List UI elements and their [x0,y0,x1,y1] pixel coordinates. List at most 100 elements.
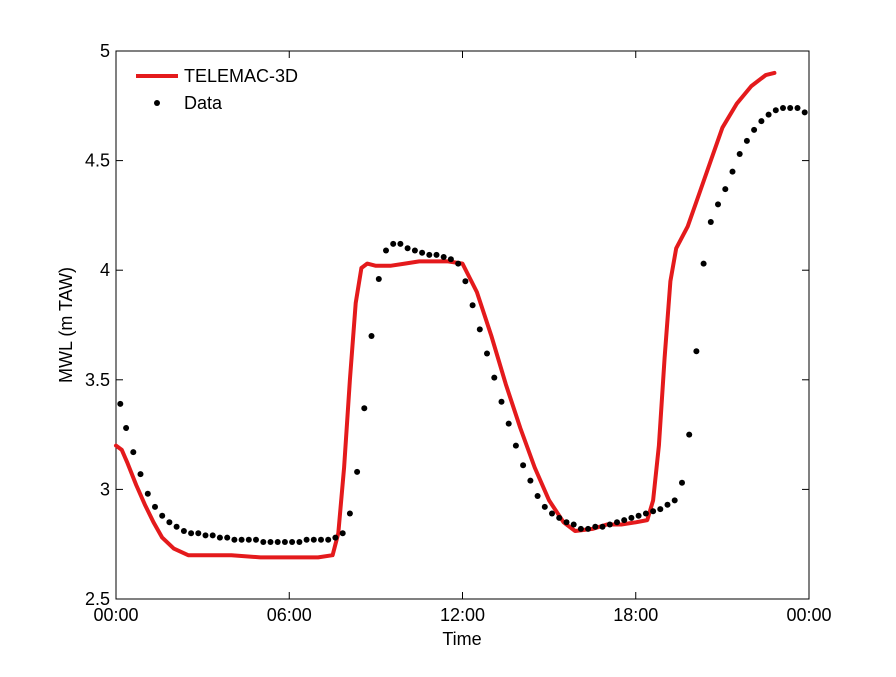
data-point-data [339,530,346,537]
data-point-data [368,333,375,339]
data-point-data [281,539,288,545]
data-point-data [476,326,483,333]
data-point-data [693,348,700,355]
data-point-data [541,503,548,510]
data-point-data [642,510,649,517]
data-point-data [390,240,397,247]
data-point-data [375,276,382,282]
data-point-data [671,497,678,504]
data-point-data [173,523,180,530]
data-point-data [411,247,418,254]
data-point-data [736,151,743,157]
data-point-data [462,278,469,285]
data-point-data [426,251,433,258]
data-point-data [361,405,368,412]
data-point-data [563,519,570,526]
data-point-data [599,523,606,530]
data-point-data [447,256,454,263]
x-axis-label: Time [442,629,481,649]
data-point-data [404,245,411,252]
data-point-data [707,219,714,225]
data-point-data [325,536,332,543]
data-point-data [700,260,707,267]
legend-label-data: Data [184,93,223,113]
x-tick-label: 18:00 [613,605,658,625]
x-axis: 00:00 06:00 12:00 18:00 00:00 [93,51,832,625]
series-layer [114,70,808,560]
data-point-data [267,539,274,545]
data-point-data [801,109,808,116]
data-point-data [455,260,462,267]
x-tick-label: 06:00 [267,605,312,625]
data-point-data [527,477,534,484]
data-point-data [765,111,772,118]
data-point-data [505,420,512,427]
data-point-data [231,536,238,543]
data-point-data [346,510,353,517]
data-point-data [274,539,281,545]
data-point-data [534,493,541,499]
data-point-data [144,490,151,497]
data-point-data [260,539,267,545]
y-tick-label: 4 [100,260,110,280]
data-point-data [556,514,563,521]
data-point-data [397,240,404,247]
data-point-data [216,534,223,541]
data-point-data [577,525,584,532]
y-axis: 2.5 3 3.5 4 4.5 5 [85,41,809,609]
data-point-data [498,398,505,405]
data-point-data [195,530,202,537]
data-point-data [743,137,750,144]
data-point-data [202,532,209,539]
y-tick-label: 2.5 [85,589,110,609]
data-point-data [794,105,801,111]
data-point-data [188,530,195,537]
data-point-data [729,168,736,175]
data-point-data [635,512,642,519]
data-point-data [209,532,216,539]
data-point-data [130,449,137,456]
data-point-data [722,186,729,193]
data-point-data [238,536,245,543]
y-tick-label: 5 [100,41,110,61]
data-point-data [780,105,786,111]
y-tick-label: 3.5 [85,370,110,390]
data-point-data [296,539,303,545]
data-point-data [772,107,779,114]
data-point-data [123,425,130,431]
legend-swatch-data [154,100,160,106]
data-point-data [419,249,426,256]
data-point-data [180,528,187,534]
legend: TELEMAC-3D Data [136,66,298,113]
data-point-data [715,201,721,208]
data-point-data [310,536,317,543]
data-point-data [137,471,144,478]
data-point-data [245,536,252,543]
data-point-data [787,105,794,111]
data-point-data [614,519,620,526]
data-point-data [650,508,657,515]
legend-label-telemac-3d: TELEMAC-3D [184,66,298,86]
data-point-data [664,501,671,508]
data-point-data [440,254,447,260]
y-tick-label: 4.5 [85,151,110,171]
data-point-data [484,350,490,357]
y-axis-label: MWL (m TAW) [56,267,76,383]
x-tick-label: 00:00 [93,605,138,625]
data-point-data [332,534,339,541]
data-point-data [628,514,635,521]
data-point-data [751,126,758,133]
data-point-data [166,519,173,526]
data-point-data [318,536,324,543]
data-point-data [433,251,440,258]
series-line-telemac-3d [114,70,777,560]
data-point-data [152,503,158,510]
data-point-data [224,534,231,541]
data-point-data [253,536,259,543]
data-point-data [686,431,693,438]
data-point-data [621,517,628,524]
data-point-data [469,302,476,309]
y-tick-label: 3 [100,479,110,499]
